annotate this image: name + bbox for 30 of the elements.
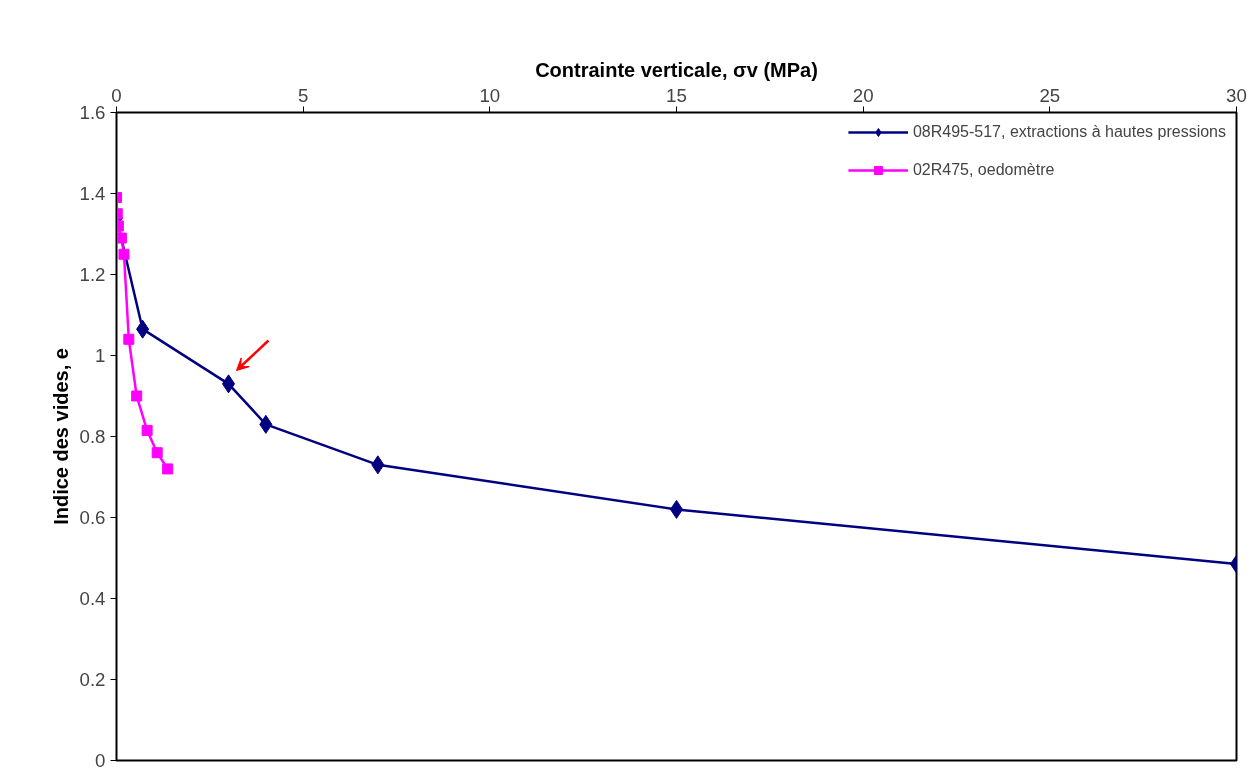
point — [118, 248, 130, 260]
x-tick-label: 0 — [111, 84, 122, 106]
x-axis-title: Contrainte verticale, σv (MPa) — [535, 58, 818, 81]
point — [136, 319, 150, 339]
y-tick-label: 1.2 — [79, 264, 106, 285]
y-tick-label: 0.8 — [79, 426, 106, 447]
y-tick-label: 0.4 — [79, 588, 106, 609]
legend-label: 02R475, oedomètre — [912, 161, 1055, 179]
x-tick-label: 30 — [1226, 84, 1247, 106]
y-tick-label: 0.2 — [79, 669, 106, 690]
x-tick-label: 25 — [1039, 84, 1061, 106]
y-tick-label: 0.6 — [79, 507, 106, 528]
y-tick-label: 0 — [95, 750, 106, 768]
point — [371, 455, 385, 475]
point — [141, 424, 153, 436]
y-tick-label: 1 — [95, 345, 106, 366]
point — [151, 447, 163, 459]
x-tick-label: 20 — [852, 84, 874, 106]
point — [116, 232, 127, 244]
legend-label: 08R495-517, extractions à hautes pressions — [912, 123, 1226, 141]
y-axis-title: Indice des vides, e — [49, 348, 72, 525]
point — [162, 463, 174, 475]
y-tick-label: 1.4 — [79, 183, 106, 204]
x-tick-label: 10 — [479, 84, 501, 106]
x-tick-label: 15 — [666, 84, 687, 106]
point — [259, 414, 273, 434]
point — [131, 390, 143, 402]
y-tick-label: 1.6 — [79, 102, 106, 123]
x-tick-label: 5 — [297, 84, 309, 106]
point — [123, 333, 135, 345]
